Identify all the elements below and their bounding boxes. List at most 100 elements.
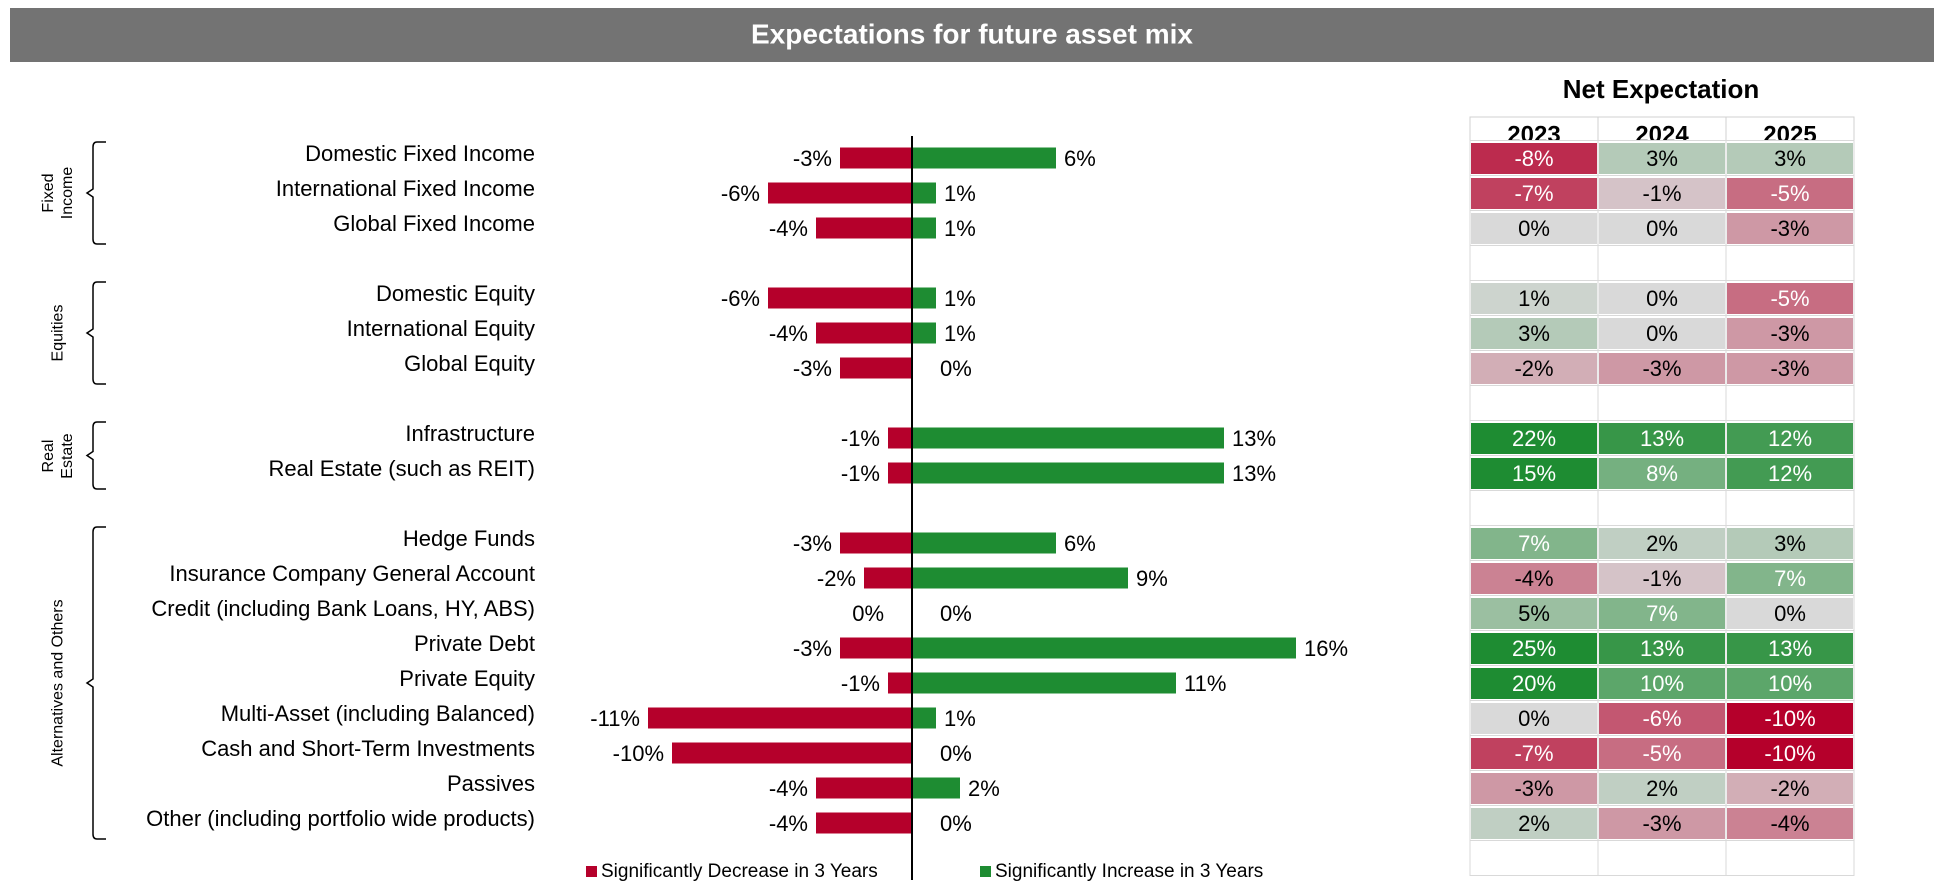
table-cell-label: 2% [1518, 811, 1550, 836]
table-cell [1471, 633, 1597, 664]
value-label: -1% [841, 426, 880, 451]
value-label: 0% [940, 356, 972, 381]
table-cell [1599, 143, 1725, 174]
value-label: 0% [852, 601, 884, 626]
table-cell-label: -2% [1514, 356, 1553, 381]
bar [912, 427, 1224, 449]
table-cell [1727, 528, 1853, 559]
table-cell [1599, 633, 1725, 664]
value-label: -4% [769, 321, 808, 346]
table-cell [1599, 283, 1725, 314]
table-cell-label: -3% [1642, 811, 1681, 836]
value-label: -4% [769, 216, 808, 241]
table-cell-label: 25% [1512, 636, 1556, 661]
bar [816, 777, 912, 799]
bar [840, 147, 912, 169]
bar [840, 532, 912, 554]
bar [912, 532, 1056, 554]
chart-title: Expectations for future asset mix [751, 18, 1193, 49]
bar [888, 462, 912, 484]
table-grid-cell [1725, 385, 1855, 421]
table-cell-label: 13% [1768, 636, 1812, 661]
table-cell-label: 12% [1768, 461, 1812, 486]
category-label: Multi-Asset (including Balanced) [221, 701, 535, 726]
table-cell [1471, 353, 1597, 384]
bar [672, 742, 912, 764]
category-label: International Equity [347, 316, 535, 341]
table-cell-label: -7% [1514, 741, 1553, 766]
category-label: Hedge Funds [403, 526, 535, 551]
table-cell [1599, 423, 1725, 454]
table-cell-label: 0% [1646, 216, 1678, 241]
value-label: -11% [590, 706, 640, 731]
category-label: Cash and Short-Term Investments [201, 736, 535, 761]
group-label: Fixed Income [40, 166, 76, 220]
value-label: 1% [944, 286, 976, 311]
bar [816, 322, 912, 344]
table-cell [1599, 353, 1725, 384]
table-cell [1727, 563, 1853, 594]
value-label: -4% [769, 811, 808, 836]
table-cell-label: -5% [1770, 181, 1809, 206]
value-label: 9% [1136, 566, 1168, 591]
table-cell [1471, 563, 1597, 594]
table-grid-cell [1597, 245, 1727, 281]
value-label: -1% [841, 461, 880, 486]
table-cell [1599, 738, 1725, 769]
table-cell-label: 8% [1646, 461, 1678, 486]
table-cell-label: 22% [1512, 426, 1556, 451]
table-cell-label: -3% [1770, 356, 1809, 381]
category-label: International Fixed Income [276, 176, 535, 201]
table-cell [1727, 213, 1853, 244]
table-cell-label: 10% [1640, 671, 1684, 696]
table-cell [1599, 213, 1725, 244]
value-label: -3% [793, 146, 832, 171]
table-grid-cell [1597, 490, 1727, 526]
category-label: Domestic Fixed Income [305, 141, 535, 166]
table-cell [1599, 668, 1725, 699]
value-label: 1% [944, 321, 976, 346]
bar [912, 217, 936, 239]
table-cell [1727, 423, 1853, 454]
table-cell-label: 20% [1512, 671, 1556, 696]
table-cell [1471, 808, 1597, 839]
bar [912, 637, 1296, 659]
table-cell-label: -5% [1642, 741, 1681, 766]
bar [912, 777, 960, 799]
table-cell-label: -4% [1514, 566, 1553, 591]
table-cell [1599, 808, 1725, 839]
category-label: Real Estate (such as REIT) [268, 456, 535, 481]
table-cell [1471, 178, 1597, 209]
table-cell [1471, 318, 1597, 349]
table-cell-label: -3% [1514, 776, 1553, 801]
table-cell [1727, 738, 1853, 769]
table-cell-label: 7% [1646, 601, 1678, 626]
table-cell-label: -3% [1770, 216, 1809, 241]
bar [648, 707, 912, 729]
legend-swatch [586, 866, 597, 877]
table-cell-label: 7% [1774, 566, 1806, 591]
value-label: 6% [1064, 146, 1096, 171]
table-cell [1471, 773, 1597, 804]
category-label: Insurance Company General Account [169, 561, 535, 586]
value-label: 0% [940, 741, 972, 766]
bar [816, 812, 912, 834]
value-label: 13% [1232, 461, 1276, 486]
bar [864, 567, 912, 589]
table-cell-label: 2% [1646, 776, 1678, 801]
group-label: Alternatives and Others [49, 599, 67, 767]
value-label: 1% [944, 216, 976, 241]
table-cell [1727, 633, 1853, 664]
legend-label: Significantly Decrease in 3 Years [601, 861, 878, 882]
table-cell [1599, 318, 1725, 349]
table-grid-cell [1597, 385, 1727, 421]
table-cell-label: -8% [1514, 146, 1553, 171]
value-label: 0% [940, 811, 972, 836]
group-label: Equities [49, 304, 67, 362]
category-label: Private Debt [414, 631, 535, 656]
legend-label: Significantly Increase in 3 Years [995, 861, 1263, 882]
value-label: -3% [793, 356, 832, 381]
table-cell [1471, 528, 1597, 559]
table-cell-label: 3% [1774, 531, 1806, 556]
